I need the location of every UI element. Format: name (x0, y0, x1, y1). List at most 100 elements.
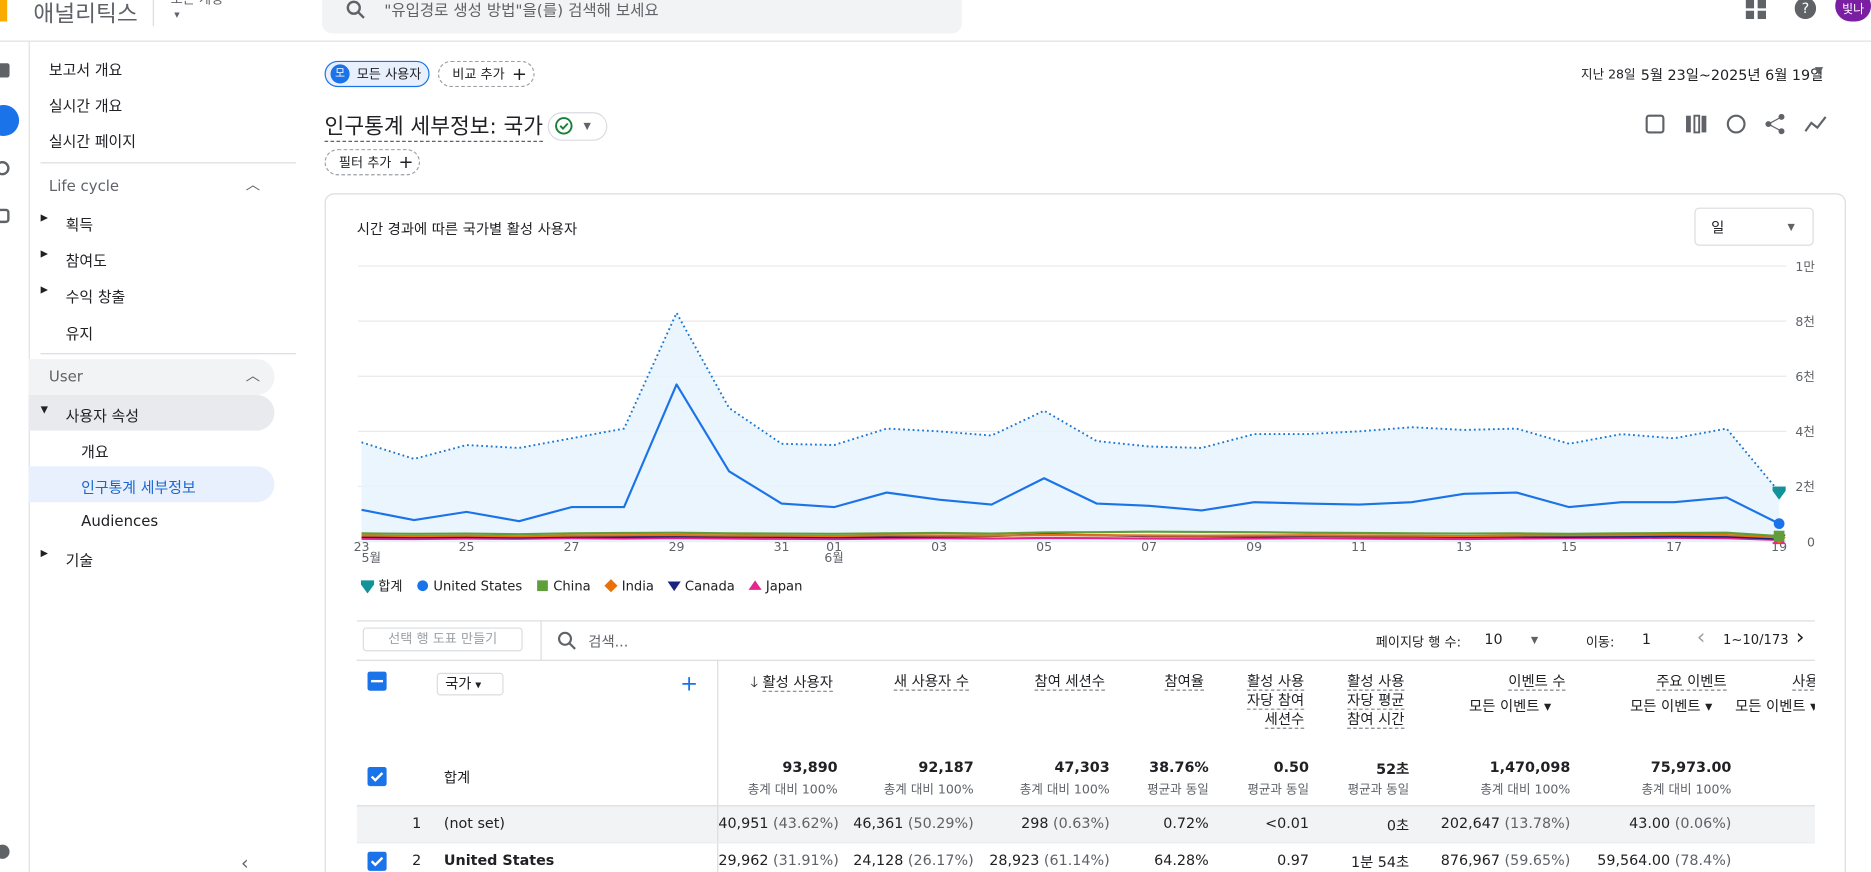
legend-label: China (553, 579, 590, 594)
nav-item[interactable]: 획득 (65, 215, 94, 234)
column-header[interactable]: 사용자모든 이벤트 ▾ (1731, 672, 1815, 716)
nav-item[interactable]: 실시간 페이지 (48, 132, 137, 151)
row-checkbox[interactable] (367, 851, 387, 871)
status-caret[interactable]: ▼ (583, 120, 591, 132)
column-name[interactable]: 새 사용자 수 (893, 672, 969, 691)
nav-item[interactable]: 유지 (65, 324, 94, 343)
reports-icon[interactable] (0, 104, 20, 136)
rows-caret[interactable]: ▼ (1530, 634, 1539, 646)
prev-page[interactable]: ‹ (1696, 625, 1706, 651)
apps-icon[interactable] (1745, 0, 1767, 20)
account-picker[interactable]: 모든 계정 (171, 0, 223, 8)
date-range[interactable]: 5월 23일~2025년 6월 19일 (1640, 66, 1824, 84)
nav-item[interactable]: 개요 (81, 442, 109, 461)
interval-value[interactable]: 일 (1711, 219, 1725, 237)
section-bg (28, 359, 275, 395)
row-rank: 2 (412, 851, 422, 869)
account-caret[interactable]: ▾ (174, 9, 180, 22)
column-header[interactable]: 새 사용자 수 (838, 672, 969, 691)
compare-label[interactable]: 비교 추가 (452, 66, 505, 83)
dimension-caret[interactable]: ▾ (471, 678, 482, 692)
column-name[interactable]: 사용자 (1792, 672, 1815, 691)
date-label: 지난 28일 (1581, 67, 1636, 83)
sort-icon[interactable]: 🡓 (750, 673, 763, 691)
report-actions[interactable] (1644, 113, 1829, 135)
add-dimension[interactable]: + (680, 671, 699, 697)
column-scope[interactable]: 모든 이벤트 (1735, 697, 1806, 715)
expand-icon[interactable]: ▶ (40, 212, 48, 224)
interval-select[interactable] (1694, 207, 1814, 246)
interval-caret[interactable]: ▼ (1787, 221, 1795, 233)
dimension-label[interactable]: 국가 (445, 675, 472, 692)
compare-chip[interactable]: 비교 추가 + (437, 60, 535, 88)
column-scope[interactable]: 모든 이벤트 (1469, 697, 1540, 715)
select-all[interactable] (367, 671, 387, 691)
column-header[interactable]: 🡓 활성 사용자 (718, 672, 833, 697)
search-placeholder[interactable]: "유입경로 생성 방법"을(를) 검색해 보세요 (384, 2, 659, 21)
nav-item[interactable]: 보고서 개요 (48, 60, 123, 79)
table-search[interactable]: 검색... (588, 633, 629, 651)
column-header[interactable]: 참여율 (1110, 672, 1204, 691)
column-header[interactable]: 이벤트 수 모든 이벤트 ▾ (1469, 672, 1566, 715)
group-bg (28, 394, 275, 431)
nav-item[interactable]: 수익 창출 (65, 287, 126, 306)
nav-item[interactable]: Audiences (81, 511, 159, 530)
nav-item[interactable]: 기술 (65, 551, 94, 570)
column-header[interactable]: 활성 사용자당 평균 참여 시간 (1309, 672, 1405, 729)
row-name[interactable]: United States (443, 851, 555, 869)
search-box[interactable] (322, 0, 962, 34)
chart-rows-button[interactable]: 선택 행 도표 만들기 (362, 627, 523, 652)
divider (40, 353, 296, 355)
legend-marker (537, 580, 548, 592)
legend-label: 합계 (378, 578, 402, 594)
next-page[interactable]: › (1795, 625, 1805, 651)
help-icon[interactable]: ? (1794, 0, 1817, 20)
row-name[interactable]: (not set) (443, 814, 505, 832)
column-name[interactable]: 활성 사용자당 평균 참여 시간 (1347, 672, 1405, 729)
explore-icon[interactable] (0, 161, 10, 176)
row-checkbox[interactable] (367, 767, 387, 787)
row-cell: 876,967 (59.65%) (1409, 852, 1571, 869)
settings-icon[interactable] (0, 844, 10, 859)
column-name[interactable]: 참여율 (1164, 672, 1204, 691)
section-title[interactable]: Life cycle (48, 176, 120, 195)
column-name[interactable]: 활성 사용자당 참여 세션수 (1246, 672, 1305, 729)
home-icon[interactable] (0, 63, 10, 78)
collapse-icon[interactable]: ︿ (245, 367, 261, 385)
nav-item-active[interactable]: 인구통계 세부정보 (81, 478, 196, 497)
dimension-select[interactable]: 국가 ▾ (436, 672, 504, 696)
filter-label[interactable]: 필터 추가 (338, 155, 392, 171)
expand-icon[interactable]: ▶ (40, 283, 48, 295)
column-name[interactable]: 이벤트 수 (1508, 672, 1566, 691)
advertising-icon[interactable] (0, 208, 10, 224)
nav-item[interactable]: 참여도 (65, 251, 107, 270)
cell-value: 298 (1021, 814, 1049, 832)
filter-chip[interactable]: 필터 추가 + (324, 149, 421, 176)
segment-chip[interactable]: 모 모든 사용자 (324, 60, 430, 88)
total-value: 0.50 (1273, 758, 1309, 776)
collapse-icon[interactable]: ▼ (40, 404, 48, 416)
nav-item[interactable]: 사용자 속성 (65, 406, 139, 425)
collapse-sidebar[interactable]: ‹ (241, 851, 249, 872)
date-caret[interactable]: ▼ (1814, 65, 1824, 78)
column-header[interactable]: 주요 이벤트 모든 이벤트 ▾ (1630, 672, 1727, 715)
nav-item[interactable]: 실시간 개요 (48, 96, 123, 115)
goto-page[interactable]: 1 (1641, 631, 1652, 648)
collapse-icon[interactable]: ︿ (245, 176, 261, 194)
column-name[interactable]: 주요 이벤트 (1656, 672, 1727, 691)
avatar[interactable]: 빛나 (1835, 0, 1871, 22)
column-scope[interactable]: 모든 이벤트 (1630, 697, 1701, 715)
expand-icon[interactable]: ▶ (40, 547, 48, 559)
rows-per-page[interactable]: 10 (1484, 631, 1503, 648)
column-name[interactable]: 활성 사용자 (762, 673, 833, 692)
section-title[interactable]: User (48, 367, 83, 386)
column-header[interactable]: 참여 세션수 (974, 672, 1105, 691)
column-header[interactable]: 활성 사용자당 참여 세션수 (1209, 672, 1304, 729)
x-tick-label: 29 (669, 539, 685, 554)
segment-label[interactable]: 모든 사용자 (356, 66, 422, 83)
legend-marker (604, 579, 618, 593)
status-chip[interactable] (547, 112, 608, 141)
expand-icon[interactable]: ▶ (40, 248, 48, 259)
report-title[interactable]: 인구통계 세부정보: 국가 (324, 110, 544, 142)
column-name[interactable]: 참여 세션수 (1034, 672, 1105, 691)
